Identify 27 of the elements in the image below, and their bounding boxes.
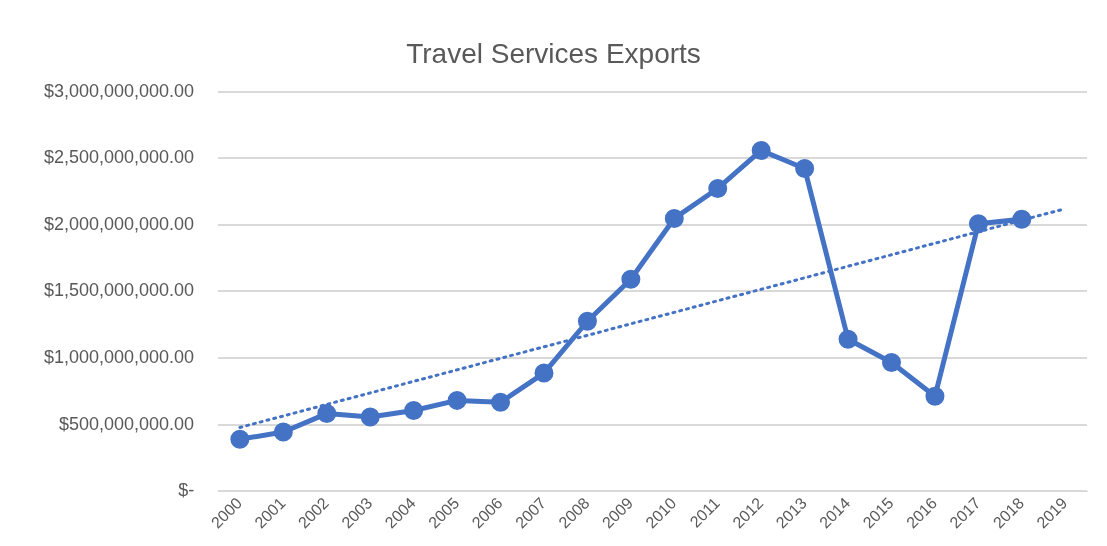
- point: [317, 404, 337, 424]
- y-tick-label: $-: [178, 480, 195, 501]
- point: [708, 178, 728, 198]
- point: [447, 390, 467, 410]
- point: [577, 311, 597, 331]
- y-tick-label: $2,500,000,000.00: [43, 147, 195, 168]
- point: [273, 422, 293, 442]
- y-tick-label: $1,500,000,000.00: [43, 280, 195, 301]
- point: [621, 269, 641, 289]
- point: [664, 208, 684, 228]
- point: [968, 214, 988, 234]
- point: [404, 401, 424, 421]
- point: [491, 392, 511, 412]
- y-tick-label: $1,000,000,000.00: [43, 347, 195, 368]
- point: [795, 158, 815, 178]
- point: [534, 363, 554, 383]
- point: [925, 386, 945, 406]
- y-tick-label: $500,000,000.00: [59, 413, 195, 434]
- y-tick-label: $3,000,000,000.00: [43, 80, 195, 101]
- point: [1012, 209, 1032, 229]
- point: [882, 353, 902, 373]
- y-tick-label: $2,000,000,000.00: [43, 213, 195, 234]
- point: [838, 329, 858, 349]
- point: [360, 407, 380, 427]
- point: [230, 429, 250, 449]
- chart-title: Travel Services Exports: [406, 37, 701, 69]
- point: [751, 140, 771, 160]
